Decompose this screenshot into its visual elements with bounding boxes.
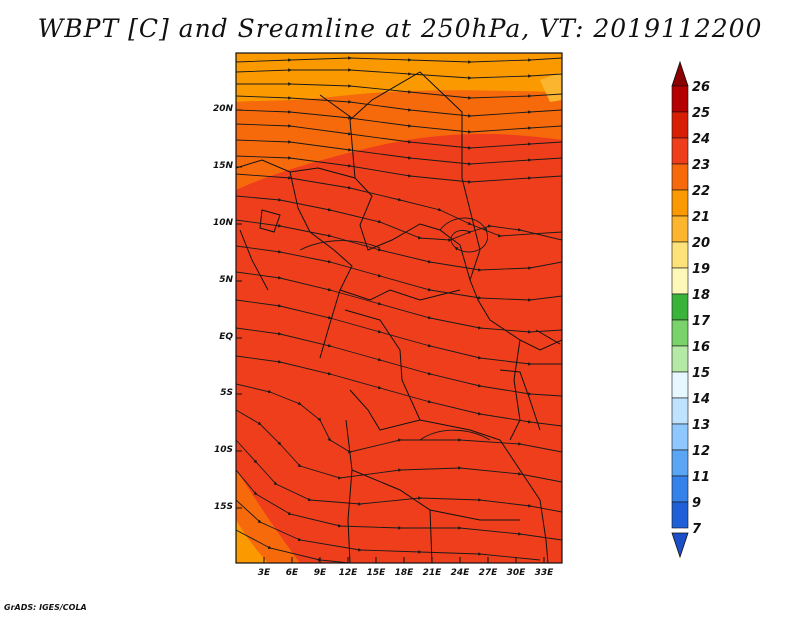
lon-label-24e: 24E: [450, 568, 470, 578]
colorbar-box: [671, 293, 689, 321]
colorbar-label-21: 21: [692, 210, 711, 225]
colorbar-label-25: 25: [692, 106, 711, 121]
colorbar-box: [671, 85, 689, 113]
colorbar-label-11: 11: [692, 470, 711, 485]
colorbar: [671, 60, 689, 559]
lat-label-10s: 10S: [213, 445, 233, 455]
colorbar-box: [671, 241, 689, 269]
colorbar-box: [671, 449, 689, 477]
wbpt-patch-sw2: [236, 520, 268, 563]
colorbar-label-19: 19: [692, 262, 711, 277]
colorbar-box: [671, 163, 689, 191]
lat-label-eq: EQ: [219, 332, 233, 342]
lon-label-18e: 18E: [394, 568, 414, 578]
colorbar-label-22: 22: [692, 184, 711, 199]
colorbar-lower-triangle: [671, 532, 689, 559]
map-panel: [236, 53, 562, 563]
credit-text: GrADS: IGES/COLA: [4, 603, 87, 612]
lon-label-3e: 3E: [257, 568, 271, 578]
lon-label-27e: 27E: [478, 568, 498, 578]
colorbar-box: [671, 319, 689, 347]
colorbar-label-7: 7: [692, 522, 702, 537]
lat-label-5n: 5N: [219, 275, 233, 285]
colorbar-label-9: 9: [692, 496, 702, 511]
colorbar-label-14: 14: [692, 392, 711, 407]
lon-label-9e: 9E: [313, 568, 327, 578]
colorbar-box: [671, 397, 689, 425]
colorbar-box: [671, 137, 689, 165]
colorbar-box: [671, 371, 689, 399]
colorbar-upper-triangle: [671, 60, 689, 87]
colorbar-box: [671, 423, 689, 451]
colorbar-box: [671, 345, 689, 373]
colorbar-box: [671, 475, 689, 503]
lat-label-15s: 15S: [213, 502, 233, 512]
lat-label-20n: 20N: [212, 104, 233, 114]
lon-label-6e: 6E: [285, 568, 299, 578]
colorbar-label-24: 24: [692, 132, 711, 147]
colorbar-label-26: 26: [692, 80, 711, 95]
lon-label-21e: 21E: [422, 568, 442, 578]
colorbar-box: [671, 267, 689, 295]
lon-label-33e: 33E: [534, 568, 554, 578]
colorbar-label-12: 12: [692, 444, 711, 459]
colorbar-box: [671, 111, 689, 139]
streamlines: [236, 56, 562, 563]
lat-label-10n: 10N: [212, 218, 233, 228]
colorbar-label-20: 20: [692, 236, 711, 251]
colorbar-box: [671, 189, 689, 217]
colorbar-label-23: 23: [692, 158, 711, 173]
lon-label-15e: 15E: [366, 568, 386, 578]
colorbar-label-13: 13: [692, 418, 711, 433]
lon-label-30e: 30E: [506, 568, 526, 578]
lat-label-5s: 5S: [220, 388, 233, 398]
lat-label-15n: 15N: [212, 161, 233, 171]
colorbar-label-18: 18: [692, 288, 711, 303]
colorbar-label-15: 15: [692, 366, 711, 381]
map-ticks: [236, 109, 545, 563]
plot-title: WBPT [C] and Sreamline at 250hPa, VT: 20…: [37, 14, 763, 43]
colorbar-box: [671, 215, 689, 243]
lon-label-12e: 12E: [338, 568, 358, 578]
colorbar-label-17: 17: [692, 314, 711, 329]
colorbar-box: [671, 501, 689, 529]
map-frame: [235, 52, 563, 564]
colorbar-label-16: 16: [692, 340, 711, 355]
wbpt-patch-sw: [236, 470, 300, 563]
